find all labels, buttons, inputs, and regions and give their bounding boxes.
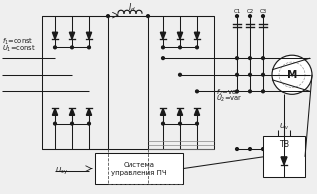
Circle shape — [262, 90, 264, 93]
Circle shape — [236, 148, 238, 150]
Polygon shape — [160, 32, 165, 39]
Circle shape — [196, 46, 198, 49]
Text: $f_1$=const: $f_1$=const — [2, 36, 33, 47]
Text: C2: C2 — [246, 9, 254, 14]
Circle shape — [178, 73, 181, 76]
Circle shape — [236, 73, 238, 76]
Text: $U_{\rm зу}$: $U_{\rm зу}$ — [55, 165, 68, 177]
Circle shape — [262, 57, 264, 60]
Circle shape — [249, 57, 251, 60]
Circle shape — [262, 73, 264, 76]
Text: $I_d$: $I_d$ — [128, 1, 136, 14]
Polygon shape — [52, 108, 58, 115]
Circle shape — [196, 122, 198, 125]
Text: Система
управления ПЧ: Система управления ПЧ — [111, 162, 167, 176]
Circle shape — [249, 15, 251, 17]
Circle shape — [71, 122, 74, 125]
Text: C1: C1 — [233, 9, 241, 14]
Circle shape — [162, 57, 165, 60]
Circle shape — [162, 46, 165, 49]
Circle shape — [236, 57, 238, 60]
Polygon shape — [86, 32, 92, 39]
Circle shape — [162, 122, 165, 125]
Bar — [95, 153, 183, 184]
Circle shape — [249, 73, 251, 76]
Circle shape — [249, 148, 251, 150]
Circle shape — [272, 55, 312, 94]
Polygon shape — [178, 108, 183, 115]
Circle shape — [178, 46, 181, 49]
Circle shape — [262, 15, 264, 17]
Bar — [148, 16, 214, 149]
Circle shape — [87, 122, 90, 125]
Circle shape — [54, 46, 56, 49]
Polygon shape — [160, 108, 165, 115]
Circle shape — [249, 90, 251, 93]
Circle shape — [87, 46, 90, 49]
Bar — [42, 16, 108, 149]
Circle shape — [236, 90, 238, 93]
Polygon shape — [178, 32, 183, 39]
Polygon shape — [69, 108, 74, 115]
Circle shape — [146, 15, 149, 17]
Polygon shape — [281, 157, 287, 165]
Circle shape — [236, 15, 238, 17]
Circle shape — [107, 15, 109, 17]
Polygon shape — [69, 32, 74, 39]
Polygon shape — [52, 32, 58, 39]
Polygon shape — [86, 108, 92, 115]
Circle shape — [262, 148, 264, 150]
Circle shape — [178, 122, 181, 125]
Circle shape — [71, 46, 74, 49]
Text: C3: C3 — [259, 9, 267, 14]
Text: $U_1$=const: $U_1$=const — [2, 43, 36, 54]
Polygon shape — [194, 32, 200, 39]
Bar — [263, 136, 305, 177]
Text: ТВ: ТВ — [279, 140, 289, 149]
Text: M: M — [287, 70, 297, 80]
Text: $U_v$: $U_v$ — [279, 121, 289, 132]
Text: $f_2$=var: $f_2$=var — [216, 87, 240, 98]
Circle shape — [54, 122, 56, 125]
Text: $U_2$=var: $U_2$=var — [216, 94, 243, 104]
Circle shape — [196, 90, 198, 93]
Polygon shape — [194, 108, 200, 115]
